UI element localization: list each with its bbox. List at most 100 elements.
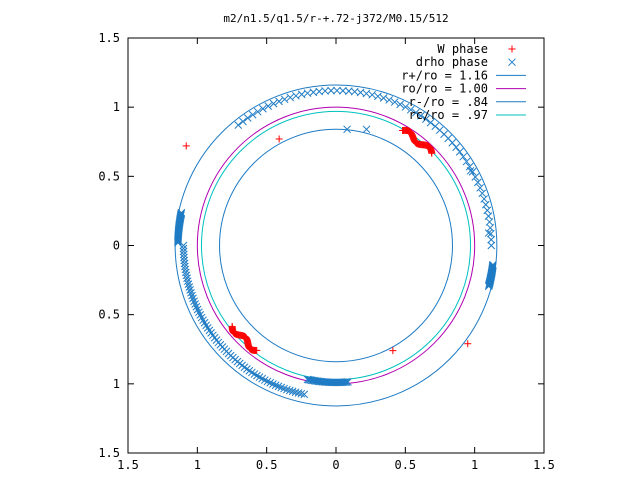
legend-label: r+/ro = 1.16 <box>401 68 488 82</box>
data-point <box>283 385 291 394</box>
data-series <box>174 86 497 399</box>
x-tick-label: 0 <box>332 458 339 472</box>
legend-label: ro/ro = 1.00 <box>401 82 488 96</box>
data-point <box>385 96 394 104</box>
x-tick-label: 0.5 <box>256 458 278 472</box>
data-point <box>473 178 482 187</box>
data-point <box>417 111 425 120</box>
data-point <box>271 381 280 390</box>
data-point <box>399 126 407 134</box>
axis-ticks: 1.5 1 0.5 0 0.5 1 1.51.510.500.511.5 <box>98 31 555 472</box>
data-point <box>483 206 492 215</box>
data-point <box>478 189 487 198</box>
data-point <box>374 92 382 101</box>
y-tick-label: 1 <box>113 377 120 391</box>
legend-label: W phase <box>437 42 488 56</box>
data-point <box>179 250 188 259</box>
x-tick-label: 1 <box>471 458 478 472</box>
data-point <box>253 107 262 116</box>
data-point <box>243 365 251 373</box>
data-point <box>179 244 188 253</box>
data-point <box>188 291 196 300</box>
data-point <box>190 297 198 306</box>
data-point <box>389 347 397 355</box>
radius-circle-3 <box>219 128 453 363</box>
y-tick-label: 1.5 <box>98 446 120 460</box>
data-point <box>362 89 371 98</box>
x-tick-label: 0.5 <box>394 458 416 472</box>
data-point <box>489 260 497 269</box>
data-point <box>183 277 192 286</box>
data-point <box>362 125 371 134</box>
data-point <box>487 235 496 244</box>
radius-circle-1 <box>174 84 498 407</box>
x-tick-label: 1.5 <box>117 458 139 472</box>
data-point <box>189 294 197 303</box>
data-point <box>464 340 472 348</box>
data-point <box>421 115 430 123</box>
data-point <box>292 91 300 100</box>
legend-label: rc/ro = .97 <box>409 108 488 122</box>
legend-label: drho phase <box>416 55 488 69</box>
data-point <box>344 378 352 386</box>
data-point <box>243 114 252 122</box>
data-point <box>488 262 497 271</box>
data-point <box>228 322 236 330</box>
series-drho-phase <box>174 86 497 399</box>
y-tick-label: 0.5 <box>98 169 120 183</box>
series-w-phase <box>182 126 472 355</box>
data-point <box>315 87 324 96</box>
data-point <box>300 390 309 399</box>
data-point <box>412 108 420 117</box>
data-point <box>185 283 194 291</box>
y-tick-label: 0 <box>113 239 120 253</box>
data-point <box>245 366 254 375</box>
data-point <box>183 274 191 283</box>
data-point <box>339 86 347 95</box>
data-point <box>459 152 468 161</box>
data-point <box>487 241 496 250</box>
data-point <box>275 97 283 106</box>
data-point <box>390 98 399 106</box>
data-point <box>248 110 257 119</box>
data-point <box>182 142 190 150</box>
data-point <box>275 135 283 143</box>
data-point <box>396 100 405 109</box>
data-point <box>481 200 490 209</box>
data-point <box>341 378 350 386</box>
data-point <box>285 386 294 395</box>
data-point <box>471 173 480 181</box>
data-point <box>288 387 297 396</box>
data-point <box>487 229 495 238</box>
legend-label: r-/ro = .84 <box>409 95 488 109</box>
data-point <box>480 195 488 203</box>
data-point <box>186 286 194 294</box>
data-point <box>274 382 283 391</box>
data-point <box>406 105 415 114</box>
data-point <box>462 157 471 166</box>
data-point <box>343 125 351 134</box>
data-point <box>280 384 288 393</box>
data-point <box>476 183 484 192</box>
data-point <box>321 87 329 95</box>
data-point <box>179 241 188 250</box>
data-point <box>294 389 303 397</box>
data-point <box>426 118 435 127</box>
x-tick-label: 1.5 <box>533 458 555 472</box>
data-point <box>179 247 188 256</box>
legend-marker <box>508 45 516 53</box>
data-point <box>182 271 191 280</box>
data-point <box>452 143 460 152</box>
data-point <box>182 268 190 277</box>
data-point <box>468 167 477 176</box>
radius-circles <box>174 84 498 407</box>
data-point <box>455 148 464 156</box>
data-point <box>333 86 341 95</box>
chart-title: m2/n1.5/q1.5/r-+.72-j372/M0.15/512 <box>223 12 448 25</box>
data-point <box>234 121 243 129</box>
data-point <box>187 288 195 297</box>
data-point <box>401 103 410 111</box>
data-point <box>239 117 247 126</box>
